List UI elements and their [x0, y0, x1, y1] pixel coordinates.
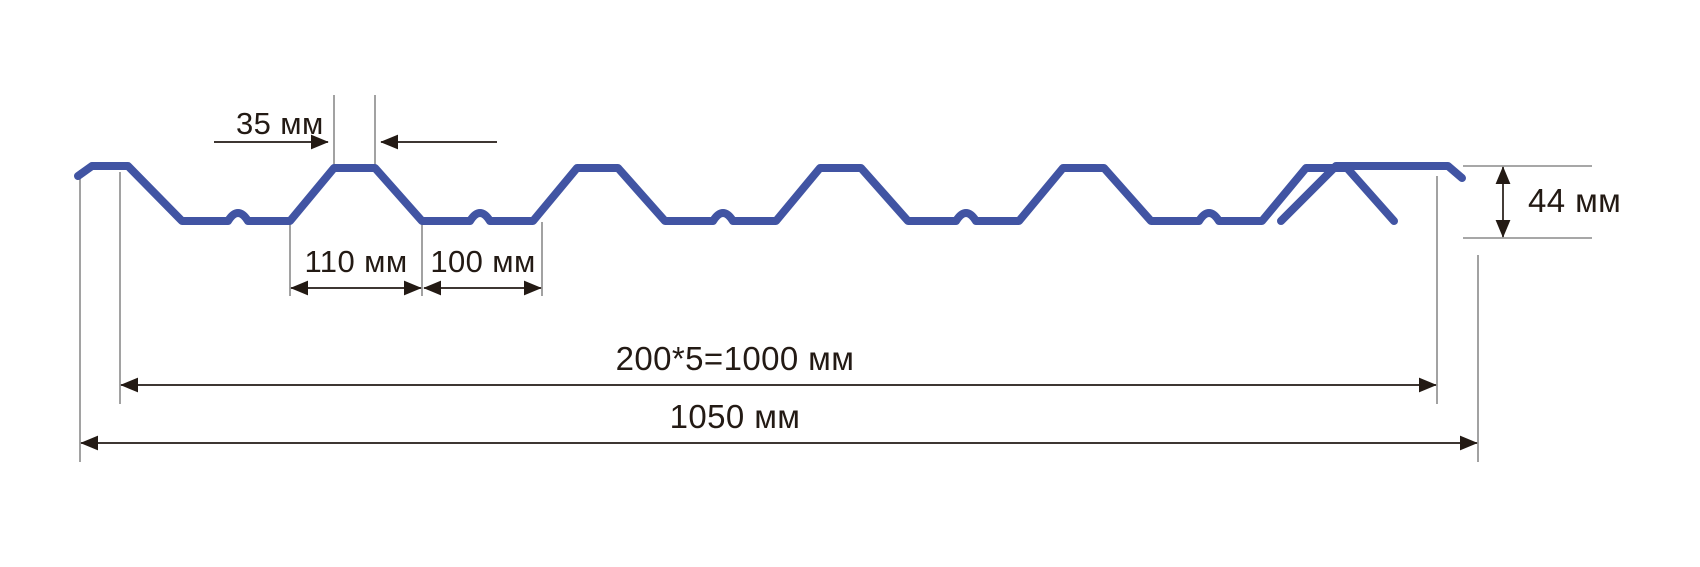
- dimension-effective-width: 200*5=1000 мм: [120, 340, 1437, 393]
- sheet-profile-path: [74, 162, 1398, 225]
- dim-label-profile-height: 44 мм: [1528, 182, 1621, 219]
- dim-label-crest-pitch: 100 мм: [430, 244, 535, 279]
- dim-label-total-width: 1050 мм: [670, 398, 801, 435]
- dimension-crest-width: 35 мм: [214, 106, 497, 150]
- sheet-profile-right-end: [1277, 162, 1466, 225]
- dim-label-valley-pitch: 110 мм: [304, 244, 407, 279]
- dimension-valley-pitch: 110 мм: [290, 244, 422, 296]
- dim-label-crest-width: 35 мм: [236, 106, 324, 141]
- dimension-total-width: 1050 мм: [80, 398, 1478, 451]
- dimension-crest-pitch: 100 мм: [423, 244, 542, 296]
- dimension-profile-height: 44 мм: [1495, 166, 1621, 238]
- extension-lines: [79, 95, 1592, 462]
- dim-label-effective-width: 200*5=1000 мм: [616, 340, 855, 377]
